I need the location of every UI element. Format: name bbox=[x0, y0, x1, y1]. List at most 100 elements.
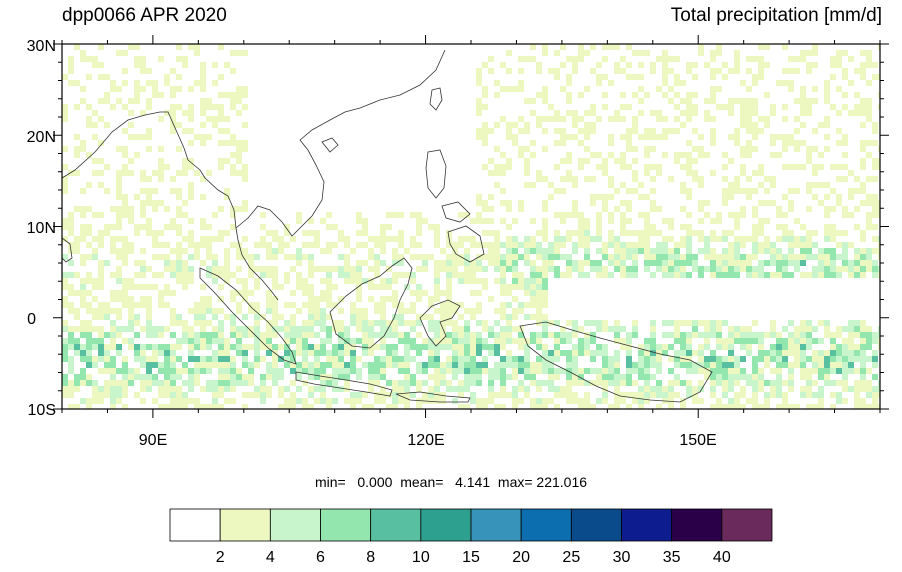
precip-cell bbox=[206, 248, 212, 254]
precip-cell bbox=[80, 380, 86, 386]
precip-cell bbox=[290, 362, 296, 368]
precip-cell bbox=[776, 374, 782, 380]
precip-cell bbox=[752, 242, 758, 248]
precip-cell bbox=[374, 308, 380, 314]
precip-cell bbox=[692, 74, 698, 80]
precip-cell bbox=[866, 140, 872, 146]
precip-cell bbox=[356, 212, 362, 218]
precip-cell bbox=[506, 284, 512, 290]
precip-cell bbox=[272, 278, 278, 284]
precip-cell bbox=[764, 176, 770, 182]
precip-cell bbox=[218, 92, 224, 98]
precip-cell bbox=[434, 362, 440, 368]
precip-cell bbox=[176, 194, 182, 200]
precip-cell bbox=[566, 230, 572, 236]
precip-cell bbox=[788, 254, 794, 260]
precip-cell bbox=[128, 296, 134, 302]
precip-cell bbox=[662, 332, 668, 338]
precip-cell bbox=[320, 290, 326, 296]
precip-cell bbox=[656, 404, 662, 409]
precip-cell bbox=[818, 350, 824, 356]
precip-cell bbox=[98, 332, 104, 338]
precip-cell bbox=[452, 326, 458, 332]
precip-cell bbox=[830, 236, 836, 242]
precip-cell bbox=[302, 338, 308, 344]
precip-cell bbox=[176, 386, 182, 392]
precip-cell bbox=[158, 200, 164, 206]
precip-cell bbox=[602, 200, 608, 206]
precip-cell bbox=[500, 344, 506, 350]
precip-cell bbox=[800, 56, 806, 62]
precip-cell bbox=[722, 272, 728, 278]
precip-cell bbox=[644, 374, 650, 380]
precip-cell bbox=[734, 134, 740, 140]
precip-cell bbox=[746, 272, 752, 278]
precip-cell bbox=[332, 386, 338, 392]
precip-cell bbox=[842, 338, 848, 344]
precip-cell bbox=[92, 386, 98, 392]
precip-cell bbox=[680, 350, 686, 356]
precip-cell bbox=[842, 50, 848, 56]
precip-cell bbox=[92, 158, 98, 164]
precip-cell bbox=[104, 98, 110, 104]
precip-cell bbox=[518, 368, 524, 374]
precip-cell bbox=[542, 98, 548, 104]
precip-cell bbox=[326, 380, 332, 386]
precip-cell bbox=[68, 302, 74, 308]
precip-cell bbox=[446, 278, 452, 284]
precip-cell bbox=[506, 326, 512, 332]
precip-cell bbox=[338, 344, 344, 350]
precip-cell bbox=[254, 344, 260, 350]
precip-cell bbox=[188, 338, 194, 344]
precip-cell bbox=[386, 332, 392, 338]
precip-cell bbox=[668, 356, 674, 362]
precip-cell bbox=[224, 338, 230, 344]
precip-cell bbox=[482, 122, 488, 128]
precip-cell bbox=[572, 122, 578, 128]
precip-cell bbox=[752, 338, 758, 344]
precip-cell bbox=[542, 224, 548, 230]
precip-cell bbox=[182, 368, 188, 374]
precip-cell bbox=[488, 392, 494, 398]
precip-cell bbox=[512, 218, 518, 224]
precip-cell bbox=[704, 248, 710, 254]
precip-cell bbox=[314, 320, 320, 326]
precip-cell bbox=[782, 236, 788, 242]
precip-cell bbox=[608, 242, 614, 248]
precip-cell bbox=[650, 254, 656, 260]
precip-cell bbox=[98, 182, 104, 188]
precip-cell bbox=[92, 380, 98, 386]
precip-cell bbox=[680, 398, 686, 404]
precip-cell bbox=[416, 344, 422, 350]
precip-cell bbox=[710, 98, 716, 104]
precip-cell bbox=[488, 350, 494, 356]
precip-cell bbox=[494, 146, 500, 152]
precip-cell bbox=[416, 212, 422, 218]
precip-cell bbox=[122, 386, 128, 392]
precip-cell bbox=[302, 302, 308, 308]
precip-cell bbox=[878, 386, 880, 392]
precip-cell bbox=[230, 92, 236, 98]
precip-cell bbox=[434, 398, 440, 404]
precip-cell bbox=[818, 398, 824, 404]
precip-cell bbox=[782, 260, 788, 266]
precip-cell bbox=[500, 314, 506, 320]
precip-cell bbox=[422, 338, 428, 344]
precip-cell bbox=[278, 404, 284, 409]
precip-cell bbox=[80, 320, 86, 326]
precip-cell bbox=[482, 404, 488, 409]
precip-cell bbox=[734, 176, 740, 182]
precip-cell bbox=[860, 362, 866, 368]
precip-cell bbox=[878, 212, 880, 218]
precip-cell bbox=[266, 254, 272, 260]
precip-cell bbox=[554, 68, 560, 74]
precip-cell bbox=[224, 278, 230, 284]
precip-cell bbox=[176, 392, 182, 398]
precip-cell bbox=[518, 206, 524, 212]
precip-cell bbox=[872, 350, 878, 356]
precip-cell bbox=[362, 230, 368, 236]
precip-cell bbox=[530, 236, 536, 242]
precip-cell bbox=[632, 122, 638, 128]
precip-cell bbox=[776, 344, 782, 350]
precip-cell bbox=[182, 362, 188, 368]
